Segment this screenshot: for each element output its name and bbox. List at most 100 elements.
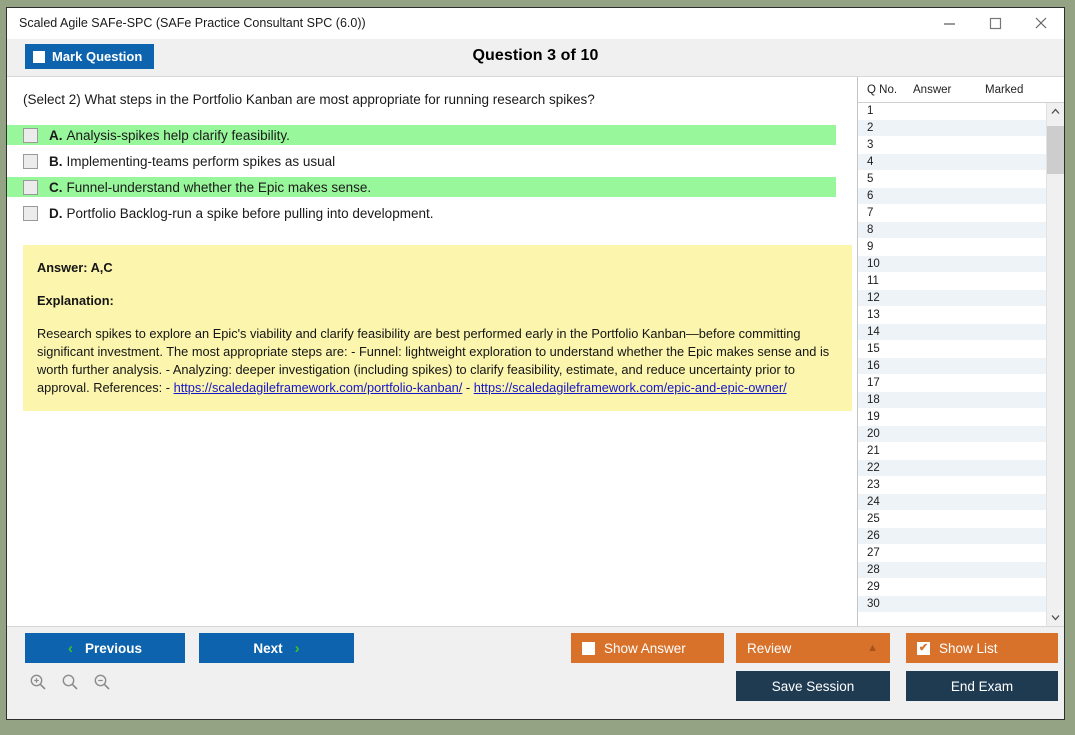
- table-row[interactable]: 19: [858, 409, 1046, 426]
- table-row[interactable]: 1: [858, 103, 1046, 120]
- chevron-left-icon: ‹: [67, 639, 73, 657]
- table-row[interactable]: 2: [858, 120, 1046, 137]
- chevron-right-icon: ›: [294, 639, 300, 657]
- table-row[interactable]: 21: [858, 443, 1046, 460]
- end-exam-button[interactable]: End Exam: [906, 671, 1058, 701]
- option-b[interactable]: B. Implementing-teams perform spikes as u…: [7, 151, 836, 171]
- table-row[interactable]: 14: [858, 324, 1046, 341]
- explanation-part1: Research spikes to explore an Epic's via…: [37, 325, 830, 395]
- table-row[interactable]: 5: [858, 171, 1046, 188]
- cell-qno: 15: [867, 343, 880, 355]
- cell-qno: 14: [867, 326, 880, 338]
- option-d[interactable]: D. Portfolio Backlog-run a spike before p…: [7, 203, 836, 223]
- table-row[interactable]: 23: [858, 477, 1046, 494]
- table-row[interactable]: 26: [858, 528, 1046, 545]
- question-header: Mark Question Question 3 of 10: [7, 39, 1064, 77]
- show-list-label: Show List: [939, 640, 998, 656]
- zoom-in-icon[interactable]: [27, 671, 49, 693]
- table-row[interactable]: 17: [858, 375, 1046, 392]
- cell-qno: 10: [867, 258, 880, 270]
- mark-question-button[interactable]: Mark Question: [25, 44, 155, 69]
- show-list-checkbox-icon: ✔: [917, 641, 930, 655]
- zoom-reset-icon[interactable]: [59, 671, 81, 693]
- option-c[interactable]: C. Funnel-understand whether the Epic mak…: [7, 177, 836, 198]
- option-a[interactable]: A. Analysis-spikes help clarify feasibili…: [7, 125, 836, 146]
- scrollbar-thumb[interactable]: [1047, 126, 1064, 174]
- table-row[interactable]: 16: [858, 358, 1046, 375]
- table-row[interactable]: 6: [858, 188, 1046, 205]
- table-row[interactable]: 3: [858, 137, 1046, 154]
- mark-question-checkbox-icon: [33, 50, 45, 63]
- column-header-answer: Answer: [913, 83, 952, 96]
- table-row[interactable]: 11: [858, 273, 1046, 290]
- options-list: A. Analysis-spikes help clarify feasibili…: [7, 125, 857, 223]
- table-row[interactable]: 28: [858, 562, 1046, 579]
- zoom-out-icon[interactable]: [91, 671, 113, 693]
- next-button-label: Next: [253, 640, 283, 656]
- table-row[interactable]: 15: [858, 341, 1046, 358]
- question-list-scrollbar[interactable]: [1046, 103, 1064, 626]
- table-row[interactable]: 18: [858, 392, 1046, 409]
- scroll-up-icon[interactable]: [1047, 103, 1064, 120]
- table-row[interactable]: 24: [858, 494, 1046, 511]
- next-button[interactable]: Next ›: [199, 633, 354, 663]
- close-icon[interactable]: [1018, 8, 1064, 38]
- show-answer-label: Show Answer: [604, 640, 686, 656]
- cell-qno: 2: [867, 122, 874, 134]
- question-pane: (Select 2) What steps in the Portfolio K…: [7, 77, 857, 626]
- table-row[interactable]: 10: [858, 256, 1046, 273]
- cell-qno: 22: [867, 462, 880, 474]
- page-title: Question 3 of 10: [472, 47, 599, 64]
- table-row[interactable]: 27: [858, 545, 1046, 562]
- reference-link-epic-and-epic-owner[interactable]: https://scaledagileframework.com/epic-an…: [473, 380, 787, 395]
- table-row[interactable]: 29: [858, 579, 1046, 596]
- show-list-button[interactable]: ✔ Show List: [906, 633, 1058, 663]
- column-header-qno: Q No.: [867, 83, 898, 96]
- save-session-button[interactable]: Save Session: [736, 671, 890, 701]
- table-row[interactable]: 22: [858, 460, 1046, 477]
- minimize-icon[interactable]: [926, 8, 972, 38]
- cell-qno: 5: [867, 173, 874, 185]
- option-text: Funnel-understand whether the Epic makes…: [66, 179, 372, 195]
- option-checkbox-icon[interactable]: [23, 205, 38, 221]
- cell-qno: 3: [867, 139, 874, 151]
- table-row[interactable]: 13: [858, 307, 1046, 324]
- cell-qno: 26: [867, 530, 880, 542]
- cell-qno: 24: [867, 496, 880, 508]
- maximize-icon[interactable]: [972, 8, 1018, 38]
- cell-qno: 1: [867, 105, 874, 117]
- review-dropdown[interactable]: Review ▲: [736, 633, 890, 663]
- table-row[interactable]: 25: [858, 511, 1046, 528]
- scrollbar-track[interactable]: [1047, 120, 1064, 609]
- cell-qno: 29: [867, 581, 880, 593]
- option-checkbox-icon[interactable]: [23, 179, 38, 195]
- option-letter: C.: [49, 179, 63, 195]
- question-list-rows: 1 2 3 4 5 6 7 8 9 10 11 12 13 14 15 16 17 18 19 20 21 22 23 24 2…: [858, 103, 1046, 626]
- show-answer-button[interactable]: Show Answer: [571, 633, 724, 663]
- table-row[interactable]: 20: [858, 426, 1046, 443]
- window-title: Scaled Agile SAFe-SPC (SAFe Practice Con…: [19, 16, 366, 30]
- table-row[interactable]: 4: [858, 154, 1046, 171]
- cell-qno: 6: [867, 190, 874, 202]
- table-row[interactable]: 9: [858, 239, 1046, 256]
- option-text: Analysis-spikes help clarify feasibility…: [66, 127, 290, 143]
- table-row[interactable]: 8: [858, 222, 1046, 239]
- title-bar: Scaled Agile SAFe-SPC (SAFe Practice Con…: [7, 8, 1064, 39]
- check-icon: ✔: [918, 641, 929, 654]
- option-checkbox-icon[interactable]: [23, 127, 38, 143]
- table-row[interactable]: 7: [858, 205, 1046, 222]
- content-area: (Select 2) What steps in the Portfolio K…: [7, 77, 1064, 626]
- scroll-down-icon[interactable]: [1047, 609, 1064, 626]
- cell-qno: 4: [867, 156, 874, 168]
- table-row[interactable]: 30: [858, 596, 1046, 613]
- cell-qno: 16: [867, 360, 880, 372]
- explanation-text: Research spikes to explore an Epic's via…: [37, 325, 836, 398]
- option-checkbox-icon[interactable]: [23, 153, 38, 169]
- explanation-panel: Answer: A,C Explanation: Research spikes…: [23, 245, 852, 412]
- reference-link-portfolio-kanban[interactable]: https://scaledagileframework.com/portfol…: [173, 380, 463, 395]
- show-answer-checkbox-icon: [582, 641, 595, 655]
- table-row[interactable]: 12: [858, 290, 1046, 307]
- cell-qno: 9: [867, 241, 874, 253]
- previous-button[interactable]: ‹ Previous: [25, 633, 185, 663]
